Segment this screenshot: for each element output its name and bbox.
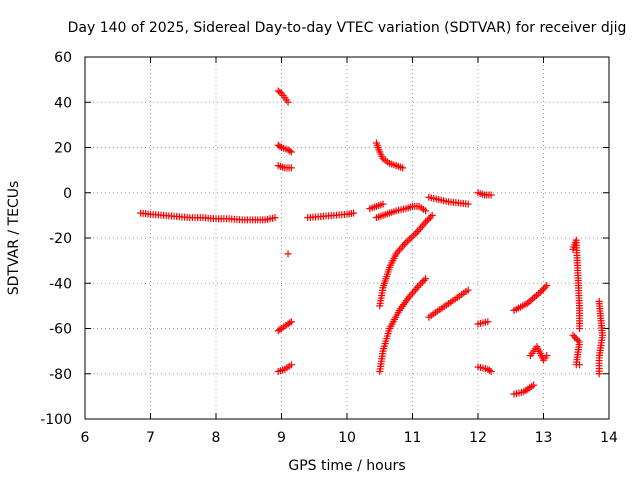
x-tick-label: 7 <box>146 430 155 446</box>
arc-b-point <box>284 98 292 106</box>
arc-l-point <box>428 211 436 219</box>
arc-v-point <box>576 325 584 332</box>
arc-f-point <box>276 326 284 334</box>
arc-g-point <box>287 361 295 369</box>
arc-a-point <box>271 214 279 222</box>
arc-c-point <box>287 148 295 156</box>
x-tick-label: 12 <box>469 430 487 446</box>
y-tick-label: -100 <box>40 412 72 428</box>
y-tick-label: 0 <box>63 186 72 202</box>
arc-c-point <box>286 147 294 155</box>
arc-s-point <box>543 282 551 290</box>
x-tick-label: 11 <box>404 430 422 446</box>
x-tick-label: 13 <box>535 430 553 446</box>
x-tick-label: 6 <box>81 430 90 446</box>
arc-n-point <box>464 200 472 208</box>
x-tick-label: 10 <box>338 430 356 446</box>
y-tick-label: -80 <box>49 367 72 383</box>
arc-m-point <box>422 275 430 283</box>
axis-ticks: 6 7 8 9 10 11 12 13 14 -100 -80 -60 -40 -20 0 20 40 60 <box>40 50 618 446</box>
arc-s-point <box>540 285 547 293</box>
arc-t-point <box>530 381 538 389</box>
arc-s-point <box>536 288 544 296</box>
chart-title: Day 140 of 2025, Sidereal Day-to-day VTE… <box>68 20 627 36</box>
arc-r-point <box>487 367 495 375</box>
x-axis-label: GPS time / hours <box>288 458 405 474</box>
arc-b-point <box>276 88 284 96</box>
x-tick-label: 14 <box>600 430 618 446</box>
arc-x-point <box>595 370 603 378</box>
y-tick-label: 20 <box>54 141 72 157</box>
arc-d-point <box>287 164 295 172</box>
arc-k-point <box>399 164 407 172</box>
arc-l-point <box>423 216 431 224</box>
y-tick-label: 40 <box>54 95 72 111</box>
arc-o-point <box>464 286 472 294</box>
arc-i-point <box>379 200 387 208</box>
x-tick-label: 8 <box>212 430 221 446</box>
arc-l-point <box>425 215 433 223</box>
arc-m-point <box>417 280 425 288</box>
arc-w-point <box>572 335 580 343</box>
y-tick-label: -60 <box>49 322 72 338</box>
arc-q-point <box>484 318 492 326</box>
arc-w-point <box>576 361 584 369</box>
y-axis-label: SDTVAR / TECUs <box>6 181 22 296</box>
arc-h-point <box>350 209 358 217</box>
data-markers <box>137 87 606 398</box>
arc-m-point <box>415 282 423 290</box>
arc-s-point <box>538 287 546 295</box>
y-tick-label: -20 <box>49 231 72 247</box>
arc-e-point <box>284 250 292 258</box>
x-tick-label: 9 <box>277 430 286 446</box>
grid-lines <box>85 57 609 419</box>
arc-f-point <box>287 318 295 326</box>
y-tick-label: 60 <box>54 50 72 66</box>
arc-j-point <box>422 207 430 215</box>
arc-w-point <box>569 331 577 339</box>
arc-r-point <box>485 366 493 374</box>
arc-l-point <box>422 218 430 226</box>
arc-m-point <box>418 278 426 286</box>
arc-p-point <box>487 191 495 199</box>
y-tick-label: -40 <box>49 276 72 292</box>
arc-u-point <box>543 352 551 360</box>
arc-s-point <box>541 283 549 291</box>
arc-l-point <box>427 213 435 221</box>
arc-w-point <box>571 333 579 341</box>
arc-m-point <box>420 276 428 284</box>
arc-f-point <box>286 319 294 327</box>
arc-w-point <box>574 336 582 344</box>
arc-c-point <box>276 142 284 150</box>
